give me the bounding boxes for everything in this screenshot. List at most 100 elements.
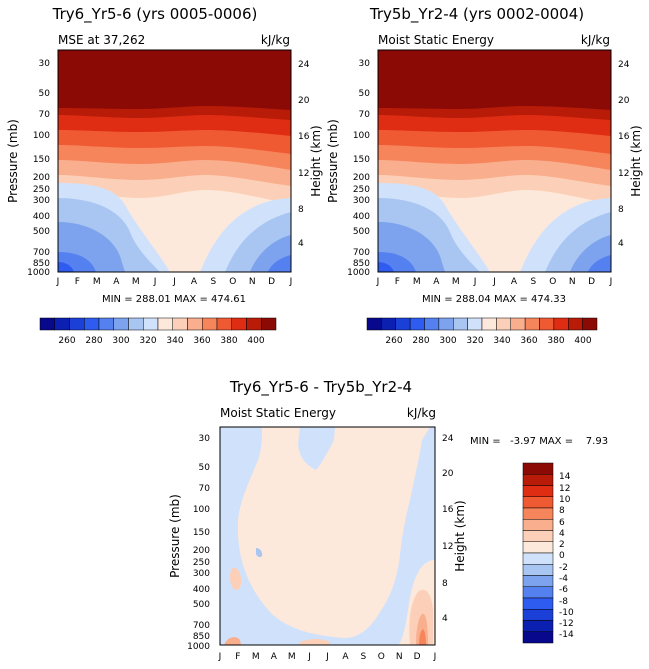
colorbar-swatch [522, 541, 554, 554]
colorbar-label: 400 [574, 336, 591, 346]
colorbar-swatch [522, 485, 554, 497]
y-tick: 200 [33, 173, 50, 183]
colorbar-swatch [522, 597, 554, 610]
colorbar-label: -12 [559, 619, 574, 629]
x-tick: J [218, 652, 222, 662]
colorbar-label: 260 [58, 336, 75, 346]
y-tick: 1000 [347, 268, 370, 278]
colorbar-swatch [522, 496, 554, 509]
panel-b-yticks: 30 50 70 100 150 200 250 300 400 500 700… [347, 59, 370, 278]
panel-b-ylabel: Pressure (mb) [326, 119, 340, 203]
colorbar-label: 10 [559, 495, 571, 505]
colorbar-swatch [522, 575, 554, 587]
y-tick: 850 [353, 259, 370, 269]
y-tick: 700 [193, 621, 210, 631]
y-tick: 700 [33, 248, 50, 258]
y-tick: 400 [353, 212, 370, 222]
y-tick: 150 [193, 528, 210, 538]
y2-tick: 4 [298, 239, 304, 249]
colorbar-swatch [496, 317, 511, 331]
colorbar-swatch [522, 462, 554, 475]
panel-a-colorbar-labels: 260 280 300 320 340 360 380 400 [58, 336, 264, 346]
panel-c-subtitle-left: Moist Static Energy [220, 406, 336, 420]
colorbar-swatch [467, 317, 483, 331]
panel-a-subtitle-right: kJ/kg [261, 33, 290, 47]
x-tick: N [396, 652, 403, 662]
colorbar-swatch [438, 317, 454, 331]
colorbar-label: 380 [220, 336, 237, 346]
x-tick: M [288, 652, 296, 662]
panel-a-yticks: 30 50 70 100 150 200 250 300 400 500 700… [27, 59, 50, 278]
x-tick: J [492, 277, 496, 287]
colorbar-label: 2 [559, 540, 565, 550]
x-tick: J [609, 277, 613, 287]
panel-b-xticks: J F M A M J J A S O N D J [376, 277, 613, 287]
x-tick: S [210, 277, 216, 287]
panel-a: Try6_Yr5-6 (yrs 0005-0006) MSE at 37,262… [6, 5, 323, 346]
colorbar-label: 280 [412, 336, 429, 346]
y-tick: 500 [353, 227, 370, 237]
colorbar-label: -2 [559, 563, 568, 573]
panel-a-title: Try6_Yr5-6 (yrs 0005-0006) [52, 5, 258, 24]
colorbar-swatch [246, 317, 262, 331]
colorbar-label: 6 [559, 518, 565, 528]
colorbar-swatch [98, 317, 114, 331]
colorbar-swatch [453, 317, 468, 331]
panel-b-subtitle-left: Moist Static Energy [378, 33, 494, 47]
panel-a-ylabel: Pressure (mb) [6, 119, 20, 203]
panel-c-y2ticks: 24 20 16 12 8 4 [442, 434, 454, 624]
colorbar-swatch [424, 317, 440, 331]
panel-a-frame [57, 49, 292, 273]
panel-a-y2label: Height (km) [309, 125, 323, 196]
x-tick: M [132, 277, 140, 287]
x-tick: M [93, 277, 101, 287]
colorbar-label: 360 [520, 336, 537, 346]
x-tick: J [289, 277, 293, 287]
colorbar-label: 380 [547, 336, 564, 346]
y2-tick: 24 [442, 434, 454, 444]
x-tick: S [530, 277, 536, 287]
colorbar-swatch [128, 317, 144, 331]
y-tick: 250 [33, 185, 50, 195]
colorbar-label: 320 [466, 336, 483, 346]
colorbar-swatch [522, 609, 554, 621]
colorbar-swatch [553, 317, 569, 331]
panel-b-title: Try5b_Yr2-4 (yrs 0002-0004) [369, 5, 584, 24]
y-tick: 850 [193, 632, 210, 642]
x-tick: J [172, 277, 176, 287]
y-tick: 200 [193, 546, 210, 556]
y2-tick: 16 [442, 505, 454, 515]
colorbar-swatch [522, 530, 554, 542]
panel-c-yticks: 30 50 70 100 150 200 250 300 400 500 700… [187, 434, 210, 652]
colorbar-label: 320 [139, 336, 156, 346]
colorbar-swatch [522, 519, 554, 531]
x-tick: J [307, 652, 311, 662]
y2-tick: 20 [298, 96, 310, 106]
x-tick: J [473, 277, 477, 287]
colorbar-label: -10 [559, 608, 574, 618]
colorbar-swatch [522, 631, 554, 644]
panel-c-y2label: Height (km) [453, 500, 467, 571]
panel-a-colorbar [39, 317, 277, 331]
panel-b-field [378, 50, 611, 272]
y-tick: 200 [353, 173, 370, 183]
panel-c-ylabel: Pressure (mb) [168, 494, 182, 578]
panel-c-subtitle-right: kJ/kg [407, 406, 436, 420]
x-tick: D [268, 277, 275, 287]
panel-c-colorbar-labels: 14 12 10 8 6 4 2 0 -2 -4 -6 -8 -10 -12 -… [559, 472, 574, 640]
panel-b-y2label: Height (km) [629, 125, 643, 196]
x-tick: S [360, 652, 366, 662]
x-tick: J [376, 277, 380, 287]
x-tick: J [433, 652, 437, 662]
colorbar-swatch [481, 317, 497, 331]
colorbar-swatch [522, 474, 554, 486]
colorbar-swatch [143, 317, 159, 331]
y-tick: 30 [39, 59, 51, 69]
colorbar-label: 400 [247, 336, 264, 346]
x-tick: F [395, 277, 400, 287]
colorbar-swatch [366, 317, 382, 331]
x-tick: M [452, 277, 460, 287]
x-tick: O [378, 652, 385, 662]
colorbar-swatch [539, 317, 555, 331]
y2-tick: 8 [618, 205, 624, 215]
